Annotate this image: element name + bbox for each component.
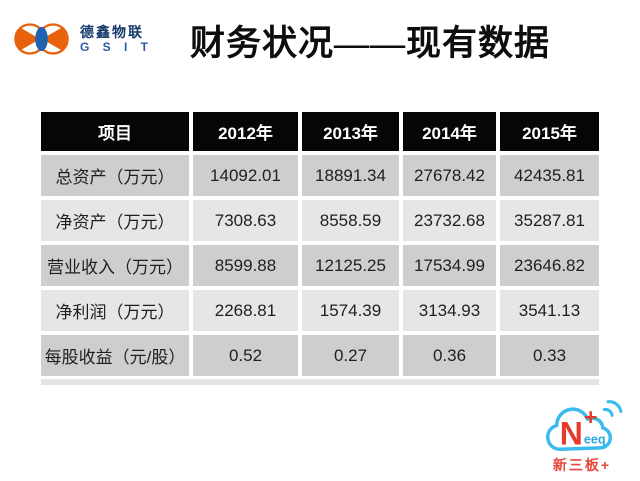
- value-cell: 27678.42: [403, 155, 496, 196]
- neeq-logo: N + eeq 新三板+: [534, 393, 630, 475]
- value-cell: 14092.01: [193, 155, 298, 196]
- table-row: 总资产（万元） 14092.01 18891.34 27678.42 42435.81: [41, 155, 599, 196]
- column-header: 2014年: [403, 112, 496, 151]
- table-row: 净资产（万元） 7308.63 8558.59 23732.68 35287.81: [41, 200, 599, 241]
- neeq-suffix: eeq: [584, 432, 606, 446]
- value-cell: 8558.59: [302, 200, 399, 241]
- brand-name-cn: 德鑫物联: [80, 23, 144, 40]
- value-cell: 18891.34: [302, 155, 399, 196]
- value-cell: 0.52: [193, 335, 298, 376]
- financial-table-wrap: 项目 2012年 2013年 2014年 2015年 总资产（万元） 14092.01 18…: [37, 108, 603, 380]
- value-cell: 12125.25: [302, 245, 399, 286]
- page-title: 财务状况——现有数据: [189, 23, 550, 63]
- row-label: 总资产（万元）: [41, 155, 189, 196]
- table-header: 项目 2012年 2013年 2014年 2015年: [41, 112, 599, 151]
- value-cell: 0.36: [403, 335, 496, 376]
- value-cell: 3134.93: [403, 290, 496, 331]
- neeq-letter: N: [560, 415, 583, 451]
- value-cell: 42435.81: [500, 155, 599, 196]
- value-cell: 2268.81: [193, 290, 298, 331]
- table-body: 总资产（万元） 14092.01 18891.34 27678.42 42435.81 净…: [41, 155, 599, 376]
- brand-text: 德鑫物联 G S I T: [80, 24, 153, 55]
- value-cell: 23732.68: [403, 200, 496, 241]
- column-header: 2012年: [193, 112, 298, 151]
- gsit-logo-icon: [14, 23, 69, 55]
- row-label: 每股收益（元/股）: [41, 335, 189, 376]
- column-header: 2015年: [500, 112, 599, 151]
- neeq-cloud-icon: N + eeq: [545, 400, 623, 451]
- value-cell: 35287.81: [500, 200, 599, 241]
- brand-logo: 德鑫物联 G S I T: [13, 17, 153, 61]
- table-row: 营业收入（万元） 8599.88 12125.25 17534.99 23646.82: [41, 245, 599, 286]
- value-cell: 17534.99: [403, 245, 496, 286]
- table-row: 每股收益（元/股） 0.52 0.27 0.36 0.33: [41, 335, 599, 376]
- neeq-caption: 新三板+: [552, 457, 612, 473]
- brand-name-en: G S I T: [80, 39, 154, 54]
- row-label: 净资产（万元）: [41, 200, 189, 241]
- table-row: 净利润（万元） 2268.81 1574.39 3134.93 3541.13: [41, 290, 599, 331]
- value-cell: 23646.82: [500, 245, 599, 286]
- column-header: 2013年: [302, 112, 399, 151]
- row-label: 营业收入（万元）: [41, 245, 189, 286]
- value-cell: 1574.39: [302, 290, 399, 331]
- value-cell: 8599.88: [193, 245, 298, 286]
- header-row: 项目 2012年 2013年 2014年 2015年: [41, 112, 599, 151]
- row-label: 净利润（万元）: [41, 290, 189, 331]
- value-cell: 7308.63: [193, 200, 298, 241]
- financial-table: 项目 2012年 2013年 2014年 2015年 总资产（万元） 14092.01 18…: [37, 108, 603, 380]
- value-cell: 0.27: [302, 335, 399, 376]
- neeq-plus: +: [584, 404, 598, 430]
- table-shadow: [41, 379, 599, 385]
- value-cell: 3541.13: [500, 290, 599, 331]
- column-header: 项目: [41, 112, 189, 151]
- value-cell: 0.33: [500, 335, 599, 376]
